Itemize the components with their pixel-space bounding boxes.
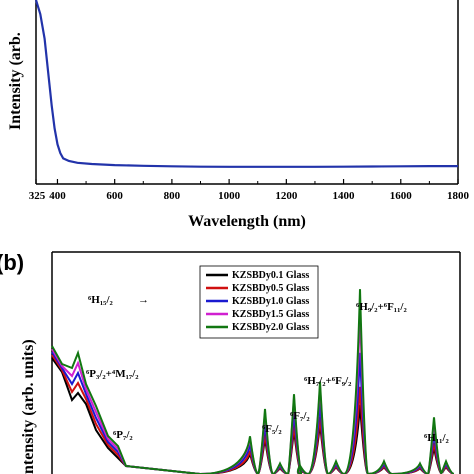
legend: KZSBDy0.1 Glass KZSBDy0.5 Glass KZSBDy1.0 … xyxy=(199,265,319,339)
legend-entry: KZSBDy0.5 Glass xyxy=(232,283,309,294)
panel-b-peak-labels: ⁶P₃/₂+⁴M₁₇/₂ ⁶P₇/₂ ⁶F₅/₂ ⁶F₇/₂ ⁶H₇/₂+⁶F₉/₂ ⁶H… xyxy=(86,301,450,444)
panel-a-x-axis-title: Wavelength (nm) xyxy=(188,213,306,230)
panel-a: Intensity (arb. 325 400 600 800 1000 1200 1400… xyxy=(7,0,470,230)
x-tick-label: 400 xyxy=(49,190,66,202)
panel-b-label: (b) xyxy=(0,250,24,275)
peak-label: ⁶H₁₁/₂ xyxy=(424,432,450,444)
x-tick-label: 600 xyxy=(106,190,123,202)
x-tick-label: 1000 xyxy=(218,190,241,202)
ground-state-label: ⁶H₁₅/₂ xyxy=(88,294,114,306)
peak-label: ⁶F₅/₂ xyxy=(262,423,282,435)
legend-entry: KZSBDy0.1 Glass xyxy=(232,270,309,281)
excitation-arrow: → xyxy=(138,294,149,306)
legend-entry: KZSBDy1.5 Glass xyxy=(232,309,309,320)
legend-entry: KZSBDy1.0 Glass xyxy=(232,296,309,307)
peak-label: ⁶H₇/₂+⁶F₉/₂ xyxy=(304,375,352,387)
x-tick-label: 1600 xyxy=(390,190,413,202)
x-tick-label: 800 xyxy=(164,190,181,202)
panel-b: (b) ntensity (arb. units) ⁶H₁₅/₂ → KZSBD… xyxy=(0,250,461,474)
x-tick-label: 1400 xyxy=(333,190,356,202)
legend-entry: KZSBDy2.0 Glass xyxy=(232,322,309,333)
panel-a-absorption-series xyxy=(34,0,458,168)
panel-a-y-axis-title: Intensity (arb. xyxy=(7,32,24,130)
x-tick-label: 1800 xyxy=(447,190,470,202)
peak-label: ⁶H₉/₂+⁶F₁₁/₂ xyxy=(356,301,407,313)
peak-label: ⁶F₇/₂ xyxy=(290,410,310,422)
x-tick-label: 1200 xyxy=(275,190,298,202)
x-tick-label: 325 xyxy=(29,190,46,202)
peak-label: ⁶P₃/₂+⁴M₁₇/₂ xyxy=(86,368,139,380)
panel-a-x-ticks: 325 400 600 800 1000 1200 1400 1600 1800 xyxy=(29,179,470,202)
series-line xyxy=(51,289,455,474)
panel-b-y-axis-title: ntensity (arb. units) xyxy=(20,339,37,474)
peak-label: ⁶P₇/₂ xyxy=(113,429,133,441)
